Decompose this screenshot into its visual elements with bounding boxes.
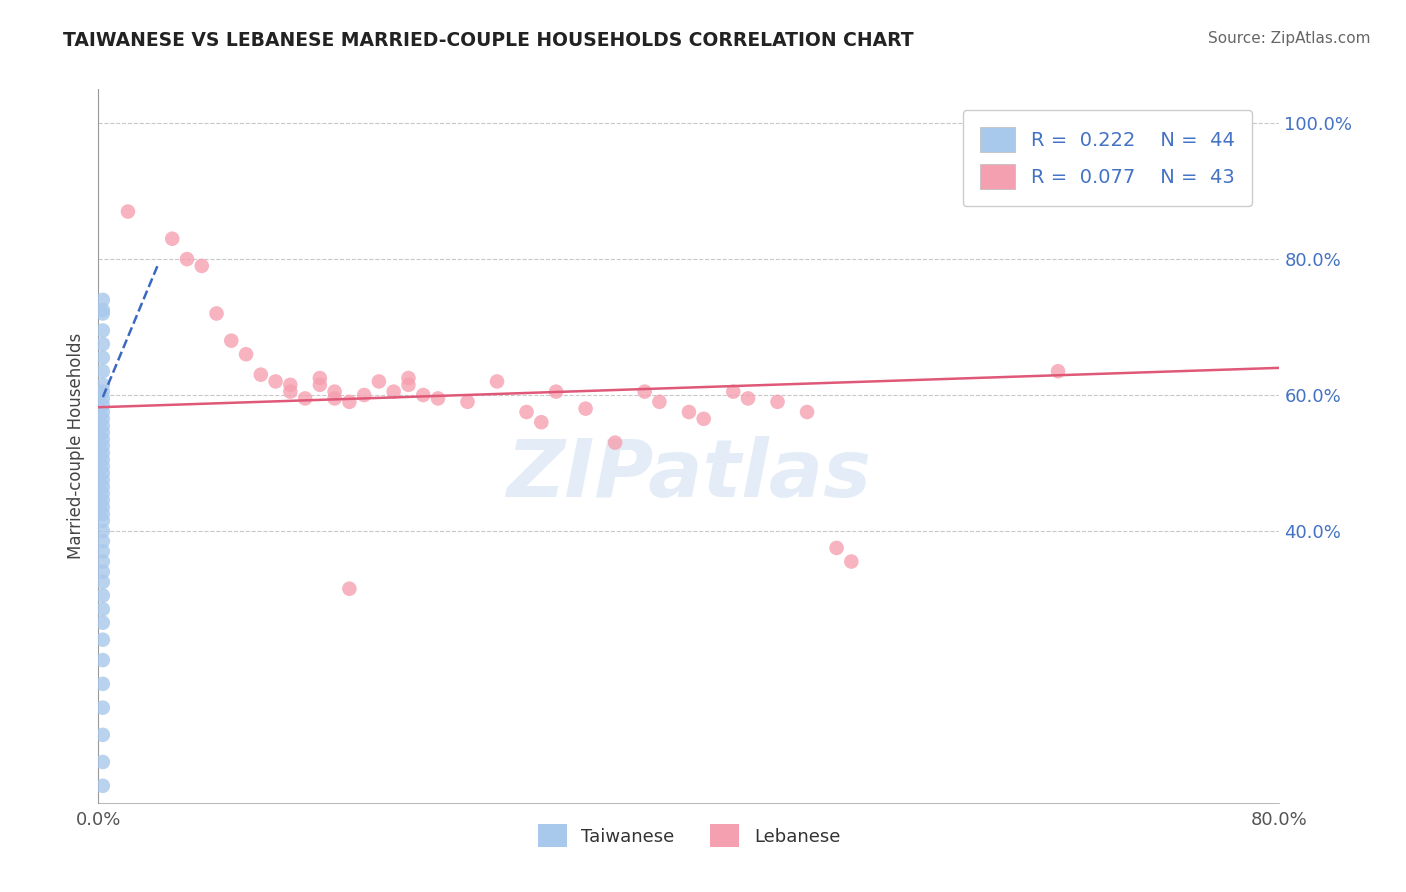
Point <box>339 582 361 596</box>
Point <box>91 306 114 320</box>
Point <box>693 412 716 426</box>
Point <box>91 493 114 508</box>
Point <box>91 432 114 446</box>
Point <box>91 589 114 603</box>
Point <box>91 412 114 426</box>
Point <box>91 507 114 521</box>
Point <box>91 446 114 460</box>
Point <box>91 779 114 793</box>
Point <box>1046 364 1070 378</box>
Point <box>264 375 287 389</box>
Point <box>486 375 509 389</box>
Point <box>91 303 114 318</box>
Point <box>91 392 114 406</box>
Point <box>91 405 114 419</box>
Point <box>91 418 114 433</box>
Point <box>309 377 332 392</box>
Point <box>91 555 114 569</box>
Point <box>634 384 657 399</box>
Point <box>91 452 114 467</box>
Point <box>221 334 243 348</box>
Point <box>678 405 700 419</box>
Point <box>91 728 114 742</box>
Text: ZIPatlas: ZIPatlas <box>506 435 872 514</box>
Point <box>516 405 538 419</box>
Point <box>457 394 479 409</box>
Point <box>825 541 848 555</box>
Point <box>737 392 759 406</box>
Point <box>605 435 627 450</box>
Point <box>530 415 553 429</box>
Text: Source: ZipAtlas.com: Source: ZipAtlas.com <box>1208 31 1371 46</box>
Point <box>841 555 863 569</box>
Point <box>117 204 139 219</box>
Point <box>91 293 114 307</box>
Point <box>91 486 114 500</box>
Point <box>546 384 568 399</box>
Point <box>91 700 114 714</box>
Point <box>176 252 198 266</box>
Point <box>575 401 598 416</box>
Point <box>91 439 114 453</box>
Y-axis label: Married-couple Households: Married-couple Households <box>66 333 84 559</box>
Point <box>91 565 114 579</box>
Point <box>91 425 114 440</box>
Point <box>91 602 114 616</box>
Point <box>280 377 302 392</box>
Point <box>235 347 257 361</box>
Point <box>91 632 114 647</box>
Point <box>91 459 114 474</box>
Point <box>323 392 346 406</box>
Point <box>91 337 114 351</box>
Point <box>91 574 114 589</box>
Point <box>294 392 316 406</box>
Text: TAIWANESE VS LEBANESE MARRIED-COUPLE HOUSEHOLDS CORRELATION CHART: TAIWANESE VS LEBANESE MARRIED-COUPLE HOU… <box>63 31 914 50</box>
Point <box>91 500 114 515</box>
Point <box>91 653 114 667</box>
Point <box>323 384 346 399</box>
Point <box>91 534 114 549</box>
Point <box>191 259 214 273</box>
Point <box>91 544 114 558</box>
Point <box>723 384 745 399</box>
Legend: Taiwanese, Lebanese: Taiwanese, Lebanese <box>530 817 848 855</box>
Point <box>91 480 114 494</box>
Point <box>91 377 114 392</box>
Point <box>91 398 114 412</box>
Point <box>91 514 114 528</box>
Point <box>427 392 450 406</box>
Point <box>91 524 114 538</box>
Point <box>280 384 302 399</box>
Point <box>162 232 183 246</box>
Point <box>91 384 114 399</box>
Point <box>353 388 375 402</box>
Point <box>412 388 434 402</box>
Point <box>648 394 671 409</box>
Point <box>250 368 273 382</box>
Point <box>796 405 818 419</box>
Point <box>766 394 789 409</box>
Point <box>91 473 114 487</box>
Point <box>368 375 391 389</box>
Point <box>398 377 420 392</box>
Point <box>91 615 114 630</box>
Point <box>91 323 114 337</box>
Point <box>205 306 228 320</box>
Point <box>91 466 114 480</box>
Point <box>309 371 332 385</box>
Point <box>91 755 114 769</box>
Point <box>91 677 114 691</box>
Point <box>339 394 361 409</box>
Point <box>91 351 114 365</box>
Point <box>398 371 420 385</box>
Point <box>91 364 114 378</box>
Point <box>382 384 405 399</box>
